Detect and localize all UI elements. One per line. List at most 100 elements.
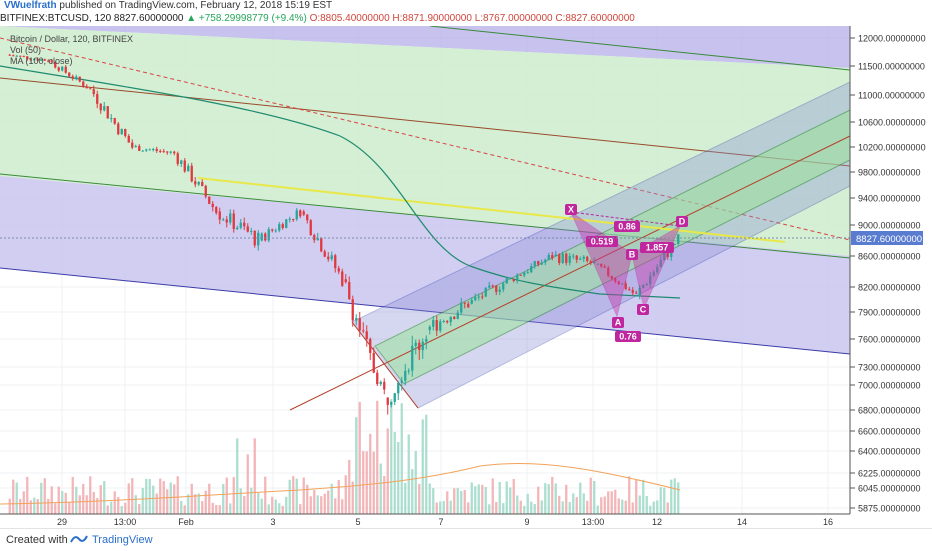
candle-body bbox=[481, 296, 484, 298]
candle-body bbox=[208, 196, 211, 204]
candle-body bbox=[243, 222, 246, 227]
volume-bar bbox=[306, 484, 309, 514]
volume-bar bbox=[341, 499, 344, 514]
price-tick-label: 8200.00000000 bbox=[858, 283, 921, 293]
volume-bar bbox=[621, 499, 624, 514]
volume-bar bbox=[47, 498, 50, 514]
candle-body bbox=[558, 254, 561, 263]
volume-bar bbox=[211, 502, 214, 514]
volume-bar bbox=[649, 505, 652, 514]
pattern-xd-line bbox=[570, 211, 681, 227]
candle-body bbox=[40, 59, 43, 61]
price-tick-label: 7900.00000000 bbox=[858, 308, 921, 318]
candle-body bbox=[530, 266, 533, 273]
volume-bar bbox=[659, 487, 662, 514]
candle-body bbox=[127, 135, 130, 143]
volume-bar bbox=[565, 484, 568, 514]
volume-bar bbox=[222, 484, 225, 514]
volume-bar bbox=[183, 505, 186, 514]
candle-body bbox=[404, 371, 407, 381]
candle-body bbox=[166, 151, 169, 153]
candle-body bbox=[383, 381, 386, 390]
ratio-0519: 0.519 bbox=[591, 237, 614, 247]
candle-body bbox=[645, 284, 648, 286]
candle-body bbox=[260, 233, 263, 241]
volume-bar bbox=[124, 502, 127, 514]
candle-body bbox=[148, 149, 151, 151]
price-tick-label: 11000.00000000 bbox=[858, 91, 925, 101]
volume-bar bbox=[418, 483, 421, 514]
candle-body bbox=[106, 106, 109, 119]
volume-bar bbox=[498, 481, 501, 514]
label-a-bg bbox=[612, 317, 624, 328]
volume-bar bbox=[190, 483, 193, 514]
volume-bar bbox=[397, 441, 400, 514]
volume-bar bbox=[260, 498, 263, 514]
volume-bar bbox=[204, 490, 207, 514]
volume-bar bbox=[12, 479, 15, 514]
candle-body bbox=[474, 296, 477, 300]
candle-body bbox=[512, 279, 515, 282]
candle-body bbox=[250, 230, 253, 232]
candle-body bbox=[29, 59, 32, 61]
volume-bar bbox=[491, 478, 494, 514]
candle-body bbox=[663, 253, 666, 261]
volume-bar bbox=[89, 476, 92, 514]
volume-bar bbox=[71, 476, 74, 514]
label-x-bg bbox=[565, 204, 577, 215]
candle-body bbox=[183, 160, 186, 172]
candle-body bbox=[103, 106, 106, 111]
volume-bar bbox=[460, 490, 463, 514]
volume-bar bbox=[453, 488, 456, 514]
candle-body bbox=[89, 88, 92, 90]
volume-bar bbox=[148, 479, 151, 514]
candle-body bbox=[488, 285, 491, 288]
candle-body bbox=[117, 123, 120, 135]
ratio-086: 0.86 bbox=[618, 222, 636, 232]
volume-bar bbox=[428, 483, 431, 514]
candle-body bbox=[390, 401, 393, 405]
candle-body bbox=[568, 256, 571, 263]
candle-body bbox=[110, 118, 113, 120]
candle-body bbox=[215, 207, 218, 213]
candle-body bbox=[155, 149, 158, 151]
volume-bar bbox=[169, 482, 172, 514]
volume-bar bbox=[551, 476, 554, 514]
volume-bar bbox=[600, 497, 603, 514]
candle-body bbox=[327, 256, 330, 260]
author-name[interactable]: VWuelfrath bbox=[4, 0, 57, 11]
candle-body bbox=[365, 331, 368, 339]
candle-body bbox=[299, 210, 302, 217]
volume-bar bbox=[351, 481, 354, 514]
candle-body bbox=[673, 243, 676, 245]
created-with-text: Created with bbox=[6, 534, 68, 546]
volume-bar bbox=[92, 491, 95, 514]
volume-bar bbox=[666, 502, 669, 514]
candle-body bbox=[285, 219, 288, 228]
volume-bar bbox=[421, 419, 424, 514]
candle-body bbox=[439, 321, 442, 331]
volume-bar bbox=[512, 478, 515, 514]
volume-bar bbox=[57, 486, 60, 514]
candle-body bbox=[225, 219, 228, 223]
volume-bar bbox=[432, 488, 435, 514]
candle-body bbox=[607, 267, 610, 276]
time-axis-ticks: 29 13:00 Feb 3 5 7 9 13:00 12 14 16 bbox=[57, 517, 833, 527]
volume-bar bbox=[533, 503, 536, 514]
candle-body bbox=[43, 59, 46, 61]
tradingview-brand[interactable]: TradingView bbox=[92, 534, 153, 546]
candle-body bbox=[554, 254, 557, 256]
candle-body bbox=[642, 285, 645, 288]
volume-bar bbox=[582, 493, 585, 514]
volume-bar bbox=[103, 481, 106, 514]
volume-bar bbox=[537, 486, 540, 514]
candle-body bbox=[169, 151, 172, 153]
price-chart[interactable]: X A B C D 0.519 0.86 1.857 0.76 12000.00000000 11… bbox=[0, 26, 932, 528]
volume-bar bbox=[442, 501, 445, 514]
volume-bar bbox=[635, 479, 638, 514]
volume-bar bbox=[50, 486, 53, 514]
price-change: ▲ +758.29998779 (+9.4%) bbox=[186, 13, 307, 24]
candle-body bbox=[292, 218, 295, 220]
volume-bar bbox=[236, 438, 239, 514]
volume-bar bbox=[390, 399, 393, 514]
